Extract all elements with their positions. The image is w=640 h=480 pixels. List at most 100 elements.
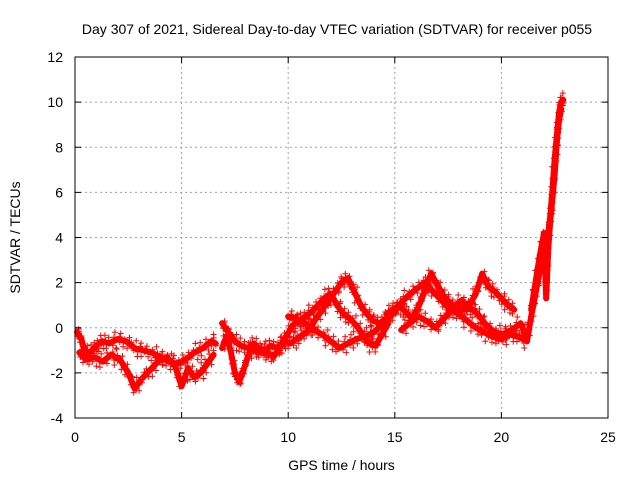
data-point [474,331,481,338]
data-point [210,331,217,338]
data-point [481,268,488,275]
data-point [542,268,549,275]
data-point [410,316,417,323]
data-point [379,316,386,323]
data-point [287,311,294,318]
data-point [456,307,463,314]
data-point [357,320,364,327]
data-point [133,374,140,381]
data-point [347,342,354,349]
data-point [287,339,294,346]
data-point [460,324,467,331]
x-axis-title: GPS time / hours [288,457,395,473]
data-point [186,376,193,383]
data-point [406,288,413,295]
data-point [288,307,295,314]
data-point [429,276,436,283]
data-point [160,355,167,362]
data-point [334,308,341,315]
data-point [509,310,516,317]
data-point [349,315,356,322]
data-point [417,306,424,313]
data-point [428,326,435,333]
data-point [299,315,306,322]
data-point [106,340,113,347]
data-point [369,344,376,351]
data-point [241,338,248,345]
data-point [469,292,476,299]
data-point [402,312,409,319]
data-point [245,339,252,346]
data-point [210,337,217,344]
data-point [438,286,445,293]
data-point [261,341,268,348]
data-point [123,338,130,345]
data-point [559,90,566,97]
data-point [354,284,361,291]
data-point [392,310,399,317]
data-point [474,287,481,294]
data-point [422,310,429,317]
data-point [305,302,312,309]
data-point [544,287,551,294]
data-point [205,346,212,353]
data-point [322,310,329,317]
data-point [177,373,184,380]
data-point [401,287,408,294]
data-point [549,193,556,200]
data-point [324,302,331,309]
data-point [160,361,167,368]
data-point [537,254,544,261]
data-point [460,318,467,325]
data-point [198,352,205,359]
data-point [440,315,447,322]
data-point [530,299,537,306]
data-point [126,334,133,341]
data-point [315,323,322,330]
data-point [233,331,240,338]
data-point [428,316,435,323]
data-point [502,323,509,330]
data-point [551,171,558,178]
data-point [517,320,524,327]
data-point [534,278,541,285]
data-point [116,356,123,363]
data-point [105,334,112,341]
data-point [324,295,331,302]
data-point [169,358,176,365]
data-point [347,331,354,338]
data-point [351,288,358,295]
data-point [470,321,477,328]
data-point [449,296,456,303]
data-point [421,323,428,330]
data-point [545,245,552,252]
data-point [540,247,547,254]
data-point [404,293,411,300]
data-point [467,311,474,318]
data-point [536,263,543,270]
data-point [324,327,331,334]
data-point [364,340,371,347]
data-point [511,306,518,313]
data-point [494,286,501,293]
data-point [545,229,552,236]
data-point [374,342,381,349]
data-point [439,303,446,310]
plot-area [74,90,567,396]
data-point [354,292,361,299]
data-point [302,320,309,327]
data-point [111,361,118,368]
data-point [181,370,188,377]
data-point [315,302,322,309]
data-point [543,278,550,285]
data-point [93,347,100,354]
data-point [550,185,557,192]
data-point [357,335,364,342]
data-point [414,290,421,297]
data-point [361,338,368,345]
data-point [549,201,556,208]
data-point [284,332,291,339]
data-point [117,330,124,337]
